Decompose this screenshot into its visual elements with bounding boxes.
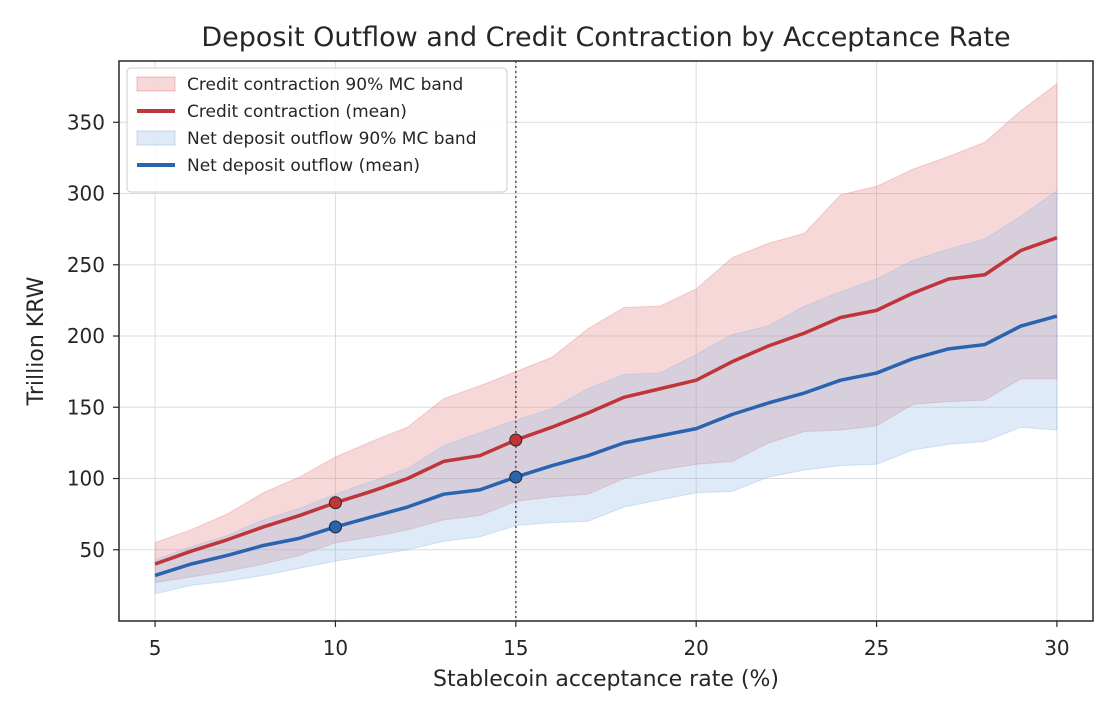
highlight-point <box>509 470 523 484</box>
x-axis-label: Stablecoin acceptance rate (%) <box>433 667 779 692</box>
credit-contraction-line <box>154 236 1058 566</box>
y-tick-label: 350 <box>67 110 105 134</box>
grid-layer <box>119 61 1093 621</box>
legend-swatch-band <box>136 130 176 146</box>
credit-contraction-band <box>154 82 1058 584</box>
plot-frame <box>118 60 1094 622</box>
highlight-point <box>328 496 342 510</box>
legend: Credit contraction 90% MC band Credit con… <box>126 67 508 193</box>
legend-box <box>126 67 508 193</box>
y-tick-label: 300 <box>67 182 105 206</box>
y-tick-label: 250 <box>67 253 105 277</box>
legend-entry-label: Credit contraction (mean) <box>187 102 407 122</box>
y-axis-label: Trillion KRW <box>24 276 49 406</box>
x-tick-label: 10 <box>323 636 348 660</box>
y-tick-label: 150 <box>67 395 105 419</box>
net-deposit-outflow-line <box>154 314 1058 578</box>
band-layer <box>154 82 1058 595</box>
line-layer <box>154 236 1058 578</box>
legend-swatch-band <box>136 76 176 92</box>
x-tick-label: 30 <box>1044 636 1069 660</box>
x-tick-label: 15 <box>503 636 528 660</box>
x-tick-label: 20 <box>683 636 708 660</box>
highlight-point <box>509 433 523 447</box>
legend-entry-label: Net deposit outflow (mean) <box>187 156 420 176</box>
highlight-point <box>328 520 342 534</box>
y-tick-label: 200 <box>67 324 105 348</box>
x-tick-label: 5 <box>149 636 162 660</box>
chart-title: Deposit Outflow and Credit Contraction b… <box>201 22 1010 53</box>
y-tick-label: 100 <box>67 467 105 491</box>
highlight-point-layer <box>328 433 523 534</box>
y-tick-label: 50 <box>80 538 105 562</box>
legend-entry-label: Net deposit outflow 90% MC band <box>187 129 477 149</box>
tick-layer: 5 10 15 20 25 30 50 100 150 200 250 300 350 <box>67 110 1070 660</box>
legend-entry-label: Credit contraction 90% MC band <box>187 75 463 95</box>
net-deposit-outflow-band <box>154 189 1058 595</box>
x-tick-label: 25 <box>864 636 889 660</box>
